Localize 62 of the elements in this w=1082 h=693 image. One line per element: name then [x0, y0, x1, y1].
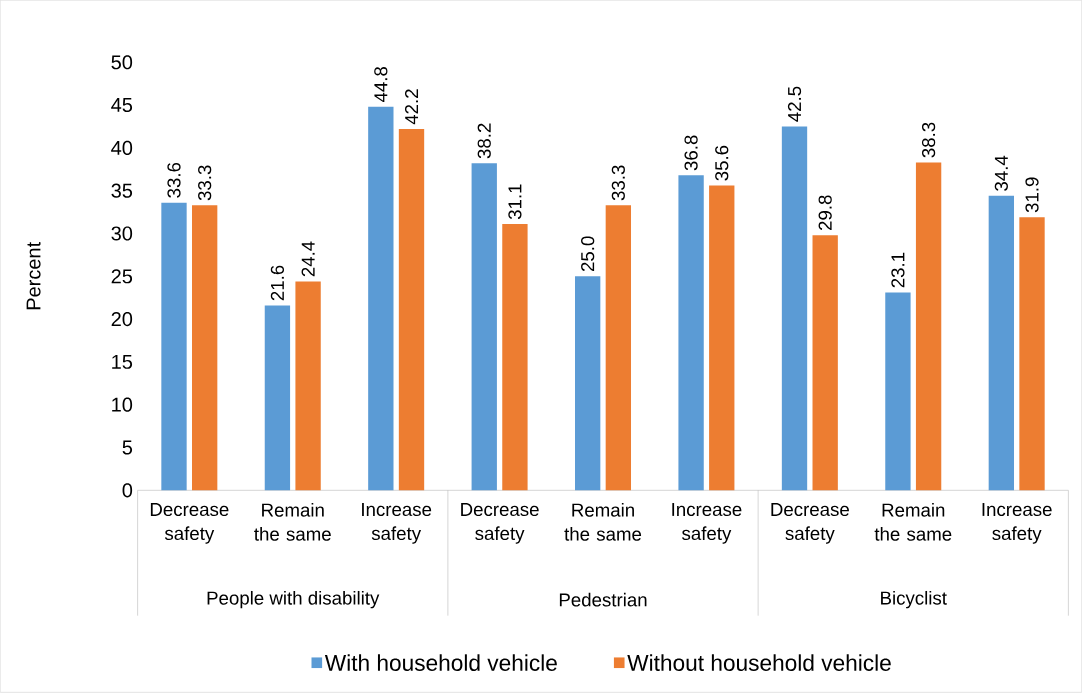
bar	[915, 162, 942, 491]
bar	[781, 126, 808, 491]
bar	[471, 163, 497, 491]
text: Pedestrian	[559, 593, 647, 607]
y-axis-title: Percent	[26, 242, 41, 310]
bar	[575, 276, 601, 491]
legend-label: With household vehicle	[324, 654, 557, 672]
x-tick-label: Remain the same	[564, 503, 642, 541]
data-label: 31.9	[1025, 177, 1039, 213]
y-tick-label: 25	[111, 269, 133, 284]
bar	[1019, 217, 1045, 491]
data-label: 33.6	[167, 163, 181, 198]
text: People with disability	[207, 591, 380, 609]
bar	[192, 205, 218, 491]
bar	[988, 196, 1015, 491]
bar	[812, 235, 838, 491]
y-tick-label: 0	[122, 483, 133, 498]
bar	[161, 202, 187, 491]
data-label: 38.3	[921, 122, 936, 158]
bar	[264, 305, 291, 491]
y-tick-label: 45	[111, 98, 133, 113]
y-tick-label: 20	[111, 312, 133, 327]
data-label: 44.8	[374, 67, 388, 103]
data-label: 34.4	[994, 155, 1008, 192]
bar	[295, 281, 321, 491]
bar	[605, 205, 632, 491]
x-tick-label: Increase safety	[982, 503, 1052, 544]
x-tick-label: Decrease safety	[461, 503, 539, 544]
y-tick-label: 40	[111, 140, 133, 156]
x-tick-label: Decrease safety	[771, 503, 849, 544]
y-tick-label: 50	[111, 55, 133, 70]
x-tick-label: Decrease safety	[150, 503, 229, 544]
y-tick-label: 30	[111, 226, 133, 241]
legend-label: Without household vehicle	[627, 654, 891, 672]
y-tick-label: 35	[111, 183, 133, 198]
y-tick-label: 15	[112, 355, 133, 370]
y-tick-label: 10	[112, 397, 133, 412]
data-label: 42.2	[404, 89, 419, 125]
x-tick-label: Increase safety	[362, 503, 432, 544]
data-label: 36.8	[684, 135, 698, 171]
data-label: 42.5	[787, 86, 802, 122]
data-label: 23.1	[891, 253, 905, 288]
data-label: 38.2	[477, 123, 491, 159]
y-tick-label: 5	[122, 440, 133, 455]
bar	[678, 175, 704, 491]
text: Bicyclist	[881, 591, 947, 609]
bar	[502, 224, 528, 491]
data-label: 29.8	[818, 195, 832, 231]
data-label: 24.4	[301, 241, 315, 277]
x-tick-label: Remain the same	[874, 503, 952, 541]
bar	[368, 106, 394, 491]
x-tick-label: Increase safety	[672, 503, 742, 544]
data-label: 31.1	[508, 184, 522, 220]
bar	[398, 129, 425, 491]
data-label: 25.0	[581, 236, 595, 272]
data-label: 35.6	[715, 145, 729, 181]
x-tick-label: Remain the same	[254, 503, 331, 541]
data-label: 33.3	[611, 165, 625, 201]
bar	[709, 185, 735, 491]
bar	[885, 292, 911, 491]
data-label: 21.6	[270, 265, 285, 301]
data-label: 33.3	[198, 165, 212, 201]
